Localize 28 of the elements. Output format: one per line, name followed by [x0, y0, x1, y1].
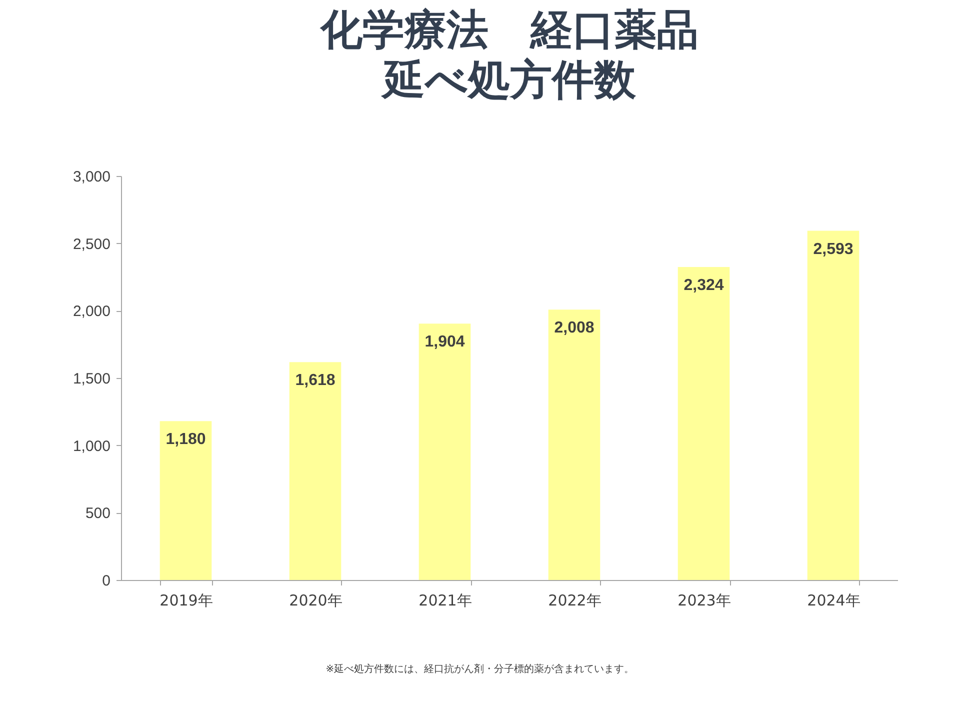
bar [678, 267, 730, 580]
x-tick-label: 2022年 [548, 592, 602, 610]
bar [160, 421, 212, 580]
x-tick-label: 2021年 [418, 592, 472, 610]
text: ※延べ処方件数には、経口抗がん剤・分子標的薬が含まれています。 [324, 662, 636, 676]
x-tick-label: 2023年 [678, 592, 731, 610]
x-tick-label: 2020年 [289, 592, 342, 610]
bar [418, 324, 471, 580]
data-label: 2,008 [554, 320, 594, 337]
x-tick-label: 2019年 [160, 592, 213, 610]
bar [807, 230, 860, 580]
data-label: 1,618 [295, 372, 336, 390]
data-label: 2,324 [684, 277, 724, 294]
y-tick-label: 2,000 [72, 303, 110, 320]
chart-title: 化学療法 経口薬品 [320, 5, 698, 54]
y-tick-label: 1,000 [72, 438, 110, 455]
chart-subtitle: 延べ処方件数 [380, 55, 637, 104]
bar [548, 310, 600, 580]
y-tick-label: 1,500 [72, 370, 110, 388]
data-label: 1,180 [166, 431, 206, 448]
y-tick-label: 2,500 [72, 236, 110, 253]
data-label: 1,904 [424, 334, 465, 351]
y-tick-label: 3,000 [72, 168, 110, 186]
y-tick-label: 500 [85, 505, 110, 522]
bar [289, 362, 342, 580]
y-tick-label: 0 [102, 572, 110, 590]
x-tick-label: 2024年 [807, 592, 860, 610]
data-label: 2,593 [813, 240, 854, 258]
